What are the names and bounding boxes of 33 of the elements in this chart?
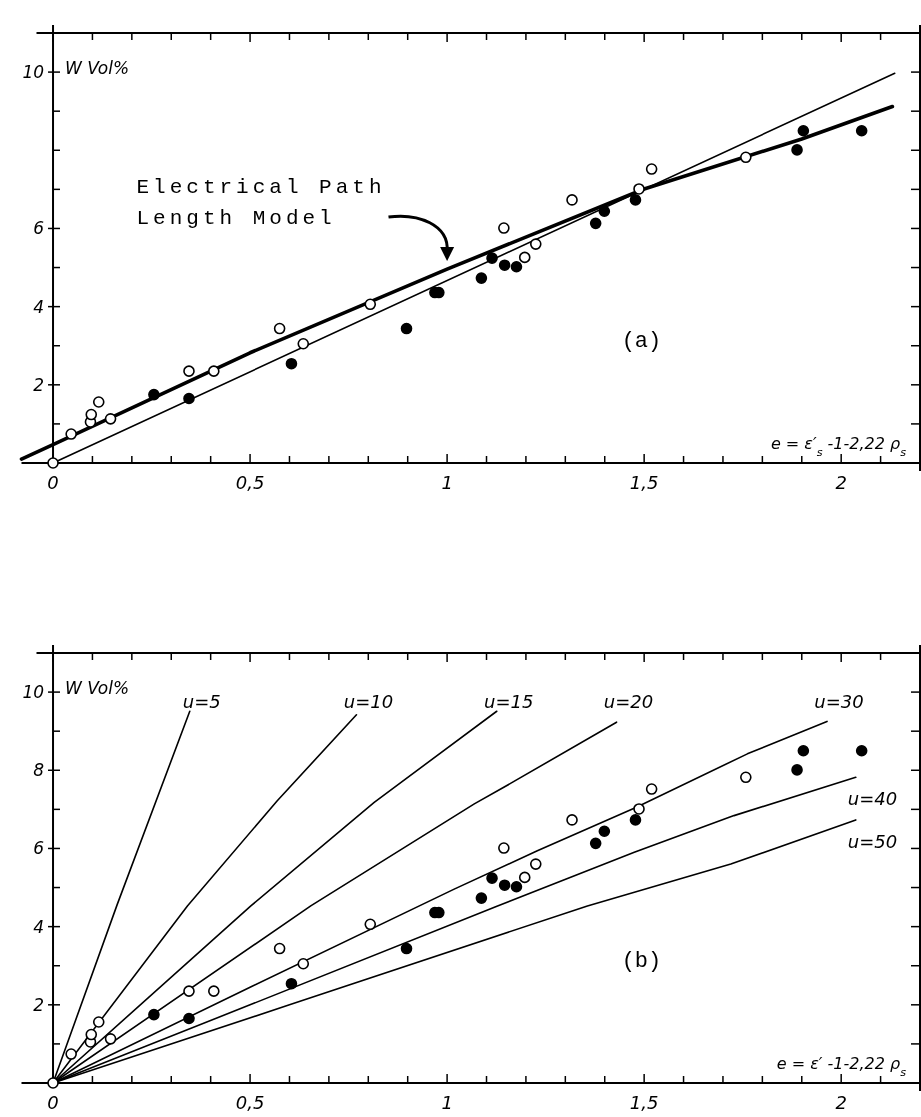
x-tick-label: 1 bbox=[441, 1092, 453, 1113]
annotation: u=30 bbox=[814, 691, 864, 712]
x-tick-label: 0,5 bbox=[235, 472, 265, 493]
annotation: u=20 bbox=[603, 691, 654, 712]
x-axis-title: e = ε′$_{s}$ -1-2,22 ρ$_{s}$ bbox=[770, 434, 907, 459]
x-tick-label: 0 bbox=[47, 472, 59, 493]
y-tick-label: 10 bbox=[22, 62, 45, 83]
y-tick-label: 10 bbox=[22, 682, 45, 703]
x-tick-label: 1 bbox=[441, 472, 453, 493]
x-tick-label: 1,5 bbox=[629, 1092, 659, 1113]
x-tick-label: 2 bbox=[835, 1092, 847, 1113]
x-tick-label: 1,5 bbox=[629, 472, 659, 493]
x-axis-title: e = ε′ -1-2,22 ρ$_{s}$ bbox=[776, 1054, 907, 1079]
y-tick-label: 2 bbox=[33, 374, 45, 395]
x-tick-label: 2 bbox=[835, 472, 847, 493]
y-axis-title: W Vol% bbox=[65, 678, 130, 699]
text: Electrical Path Length Model bbox=[136, 176, 386, 230]
annotation: (b) bbox=[621, 948, 662, 974]
y-axis-title: W Vol% bbox=[65, 58, 130, 79]
annotation: (a) bbox=[621, 328, 662, 354]
y-tick-label: 4 bbox=[33, 296, 45, 317]
annotation: u=10 bbox=[343, 691, 394, 712]
x-tick-label: 0 bbox=[47, 1092, 59, 1113]
y-tick-label: 8 bbox=[33, 760, 45, 781]
y-tick-label: 6 bbox=[33, 838, 45, 859]
y-tick-label: 6 bbox=[33, 218, 45, 239]
annotation: u=40 bbox=[847, 788, 898, 810]
x-tick-label: 0,5 bbox=[235, 1092, 265, 1113]
y-tick-label: 4 bbox=[33, 916, 45, 937]
y-tick-label: 2 bbox=[33, 994, 45, 1015]
annotation: u=50 bbox=[847, 830, 898, 852]
annotation: u=5 bbox=[182, 691, 221, 712]
annotation: u=15 bbox=[484, 691, 534, 712]
